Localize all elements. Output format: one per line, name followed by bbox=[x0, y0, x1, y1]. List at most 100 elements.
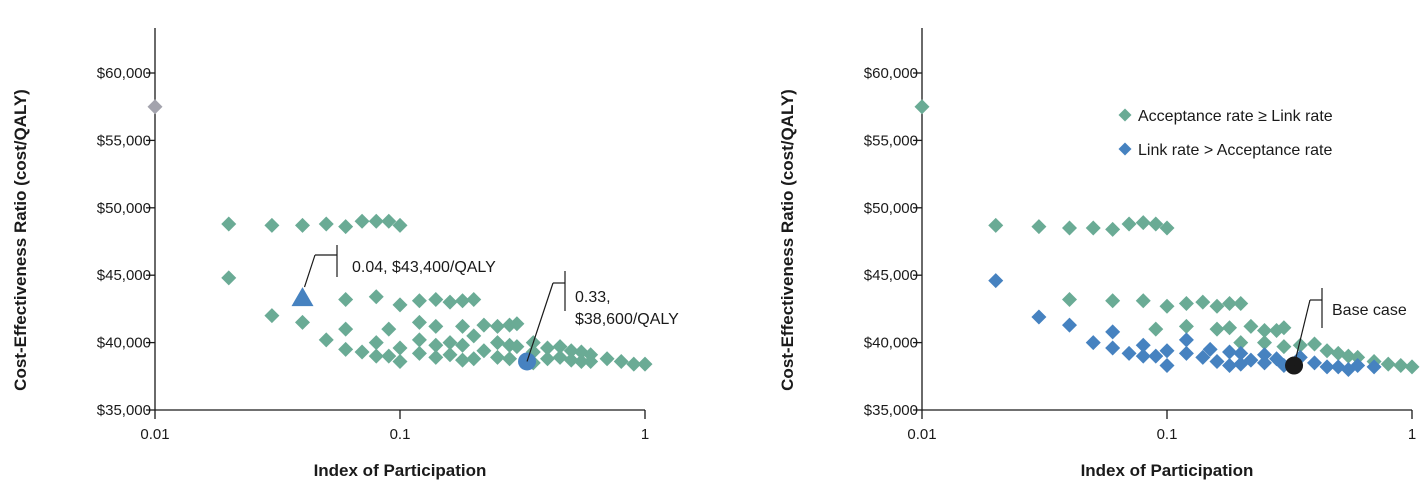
data-point-diamond bbox=[540, 351, 556, 367]
data-point-diamond bbox=[295, 314, 311, 330]
annotation-text: $38,600/QALY bbox=[575, 311, 679, 328]
data-point-diamond bbox=[1209, 321, 1225, 337]
data-point-diamond bbox=[1276, 320, 1292, 336]
data-point-diamond bbox=[1135, 348, 1151, 364]
data-point-diamond bbox=[1222, 358, 1238, 374]
data-point-diamond bbox=[338, 321, 354, 337]
data-point-diamond bbox=[221, 216, 237, 232]
data-point-diamond bbox=[318, 332, 334, 348]
y-tick-label: $45,000 bbox=[864, 267, 918, 284]
data-point-diamond bbox=[411, 293, 427, 309]
data-point-diamond bbox=[1159, 343, 1175, 359]
data-point-diamond bbox=[1233, 335, 1249, 351]
y-tick-label: $60,000 bbox=[864, 65, 918, 82]
y-axis-title: Cost-Effectiveness Ratio (cost/QALY) bbox=[11, 89, 30, 391]
data-point-diamond bbox=[1366, 359, 1382, 375]
data-point-diamond bbox=[1159, 298, 1175, 314]
data-point-diamond bbox=[476, 343, 492, 359]
x-axis-title: Index of Participation bbox=[314, 461, 487, 480]
data-point-diamond bbox=[489, 349, 505, 365]
data-point-diamond bbox=[338, 291, 354, 307]
data-point-diamond bbox=[489, 318, 505, 334]
data-point-diamond bbox=[1159, 220, 1175, 236]
data-point-diamond bbox=[368, 348, 384, 364]
data-point-diamond bbox=[1209, 298, 1225, 314]
data-point-diamond bbox=[318, 216, 334, 232]
data-point-diamond bbox=[1233, 296, 1249, 312]
data-point-diamond bbox=[368, 335, 384, 351]
data-point-diamond bbox=[411, 314, 427, 330]
data-point-diamond bbox=[1307, 355, 1323, 371]
data-point-diamond bbox=[1085, 335, 1101, 351]
data-point-diamond bbox=[428, 291, 444, 307]
data-point-diamond bbox=[147, 99, 163, 115]
data-point-diamond bbox=[381, 213, 397, 229]
data-point-diamond bbox=[573, 353, 589, 369]
data-point-diamond bbox=[1178, 296, 1194, 312]
data-point-diamond bbox=[552, 349, 568, 365]
data-point-diamond bbox=[1243, 352, 1259, 368]
data-point-diamond bbox=[1256, 347, 1272, 363]
x-tick-label: 0.1 bbox=[390, 426, 411, 443]
data-point-diamond bbox=[637, 356, 653, 372]
highlight-triangle-marker bbox=[291, 287, 314, 307]
data-point-diamond bbox=[552, 339, 568, 355]
data-point-diamond bbox=[1062, 291, 1078, 307]
data-point-diamond bbox=[442, 347, 458, 363]
data-point-diamond bbox=[1340, 348, 1356, 364]
data-point-diamond bbox=[1256, 322, 1272, 338]
data-point-diamond bbox=[392, 340, 408, 356]
data-point-diamond bbox=[583, 353, 599, 369]
x-tick-label: 0.01 bbox=[140, 426, 169, 443]
data-point-diamond bbox=[502, 351, 518, 367]
data-point-diamond bbox=[1233, 345, 1249, 361]
annotation-1: 0.04, $43,400/QALY bbox=[303, 245, 496, 288]
y-tick-label: $45,000 bbox=[97, 267, 151, 284]
data-point-diamond bbox=[1222, 344, 1238, 360]
data-point-diamond bbox=[1148, 321, 1164, 337]
y-tick-label: $40,000 bbox=[97, 335, 151, 352]
data-point-diamond bbox=[599, 351, 615, 367]
series-3 bbox=[291, 287, 314, 307]
data-point-diamond bbox=[381, 348, 397, 364]
data-point-diamond bbox=[264, 308, 280, 324]
data-point-diamond bbox=[1105, 340, 1121, 356]
data-point-diamond bbox=[1105, 324, 1121, 340]
y-tick-label: $40,000 bbox=[864, 335, 918, 352]
annotation-text: Base case bbox=[1332, 302, 1407, 319]
data-point-diamond bbox=[428, 349, 444, 365]
data-point-diamond bbox=[1319, 359, 1335, 375]
data-point-diamond bbox=[428, 337, 444, 353]
data-point-diamond bbox=[540, 340, 556, 356]
x-tick-label: 1 bbox=[641, 426, 649, 443]
data-point-diamond bbox=[1202, 341, 1218, 357]
x-tick-label: 0.01 bbox=[907, 426, 936, 443]
data-point-diamond bbox=[455, 337, 471, 353]
data-point-diamond bbox=[455, 293, 471, 309]
data-point-diamond bbox=[455, 318, 471, 334]
data-point-diamond bbox=[563, 343, 579, 359]
data-point-diamond bbox=[1209, 353, 1225, 369]
data-point-diamond bbox=[1404, 359, 1420, 375]
chart-panel-2: $35,000 $40,000 $45,000 $50,000 $55,000 $60,0… bbox=[778, 28, 1420, 480]
data-point-diamond bbox=[1256, 335, 1272, 351]
data-point-diamond bbox=[354, 344, 370, 360]
legend-swatch bbox=[1118, 108, 1132, 122]
data-point-diamond bbox=[988, 217, 1004, 233]
data-point-diamond bbox=[411, 332, 427, 348]
data-point-diamond bbox=[476, 317, 492, 333]
data-point-diamond bbox=[466, 291, 482, 307]
data-point-diamond bbox=[1085, 220, 1101, 236]
data-point-diamond bbox=[354, 213, 370, 229]
data-point-diamond bbox=[381, 321, 397, 337]
data-point-diamond bbox=[1031, 309, 1047, 325]
data-point-diamond bbox=[1319, 343, 1335, 359]
data-point-diamond bbox=[411, 345, 427, 361]
data-point-diamond bbox=[1350, 349, 1366, 365]
annotation-2: 0.33, $38,600/QALY bbox=[526, 271, 679, 362]
data-point-diamond bbox=[1256, 355, 1272, 371]
data-point-diamond bbox=[221, 270, 237, 286]
data-point-diamond bbox=[1195, 349, 1211, 365]
